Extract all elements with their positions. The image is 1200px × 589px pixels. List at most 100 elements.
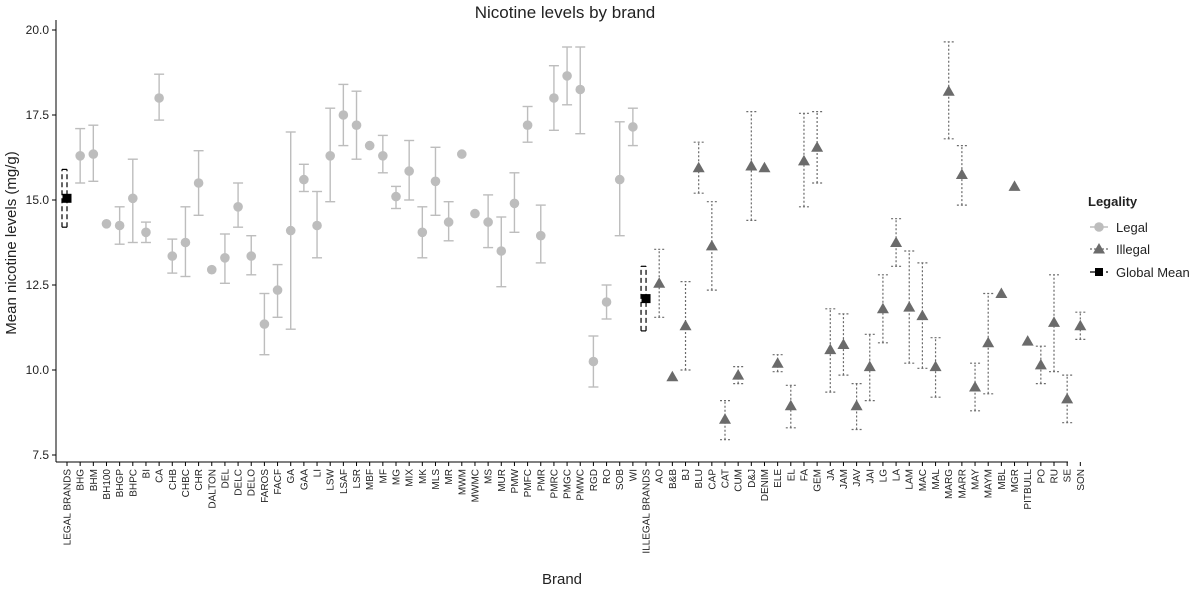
x-tick-label-ca: CA [155,469,166,483]
point-del [220,252,230,263]
error-bar-po [1035,345,1046,385]
legend: Legality Legal Illegal Global Mean [1088,194,1190,280]
error-bar-fa [798,112,809,208]
x-tick-label-mgr: MGR [1010,469,1021,492]
y-tick-label: 12.5 [26,278,50,292]
point-bhgp [114,220,125,231]
point-pmr [535,230,546,241]
x-tick-label-lsr: LSR [352,469,363,488]
point-may [969,381,982,392]
x-tick-label-mf: MF [378,469,389,483]
point-chb [167,251,178,261]
point-cap [705,239,718,251]
point-jam [837,338,850,349]
y-tick-label: 20.0 [26,23,50,37]
point-bhg [75,151,85,161]
point-lsr [351,120,362,130]
x-tick-label-se: SE [1063,469,1074,483]
x-tick-label-jav: JAV [852,469,863,487]
x-tick-label-rgd: RGD [589,469,600,491]
x-tick-label-po: PO [1036,469,1047,484]
point-jav [850,399,863,411]
x-tick-label-blu: BLU [694,469,705,488]
point-ca [154,93,164,103]
point-illegal-brands [641,294,651,304]
point-rgd [588,356,599,367]
point-bi [141,227,151,238]
x-tick-label-marr: MARR [957,469,968,498]
x-tick-label-lg: LG [878,469,889,483]
data-marks [61,41,1087,441]
x-tick-label-bhg: BHG [76,469,87,491]
x-tick-label-ga: GA [286,469,297,484]
x-tick-label-la: LA [892,469,903,482]
point-jai [863,360,876,372]
point-el [784,399,797,411]
x-tick-label-chb: CHB [168,469,179,490]
x-tick-label-delc: DELC [234,469,245,496]
point-lsw [325,151,336,161]
error-bar-se [1062,374,1073,424]
x-tick-label-lam: LAM [905,469,916,490]
point-mgr [1008,180,1021,191]
point-mr [443,217,454,227]
point-delc [233,202,243,212]
x-tick-label-dandj: D&J [747,469,758,488]
error-bar-jav [851,383,862,431]
x-tick-label-pmr: PMR [536,469,547,491]
point-son [1074,319,1087,331]
point-marg [942,85,955,96]
point-pmwc [575,84,586,95]
x-tick-label-mac: MAC [918,469,929,491]
legend-label-global-mean: Global Mean [1116,265,1190,280]
point-marr [955,168,968,179]
error-bar-dandj [746,110,757,221]
error-bar-la [891,218,902,267]
point-gem [811,141,824,152]
point-se [1061,392,1074,404]
point-pitbull [1021,335,1034,346]
legend-label-legal: Legal [1116,220,1148,235]
point-pmrc [549,93,559,103]
x-tick-label-bhm: BHM [89,469,100,491]
error-bar-cat [720,400,730,441]
x-tick-label-gem: GEM [813,469,824,492]
point-ao [653,277,666,288]
point-bj [679,319,692,331]
x-tick-label-denim: DENIM [760,469,771,501]
point-ms [483,217,493,227]
x-tick-label-cat: CAT [721,469,732,488]
point-cat [719,413,731,424]
point-gaa [299,174,309,185]
point-blu [692,161,705,173]
x-tick-label-facf: FACF [273,469,284,495]
x-tick-label-illegal-brands: ILLEGAL BRANDS [642,469,653,554]
x-tick-label-pmrc: PMRC [549,469,560,498]
legend-key-illegal: Illegal [1090,242,1150,257]
point-mbf [364,140,375,151]
x-tick-label-pmw: PMW [510,468,521,493]
point-ele [771,357,784,368]
x-tick-label-son: SON [1076,469,1087,491]
y-tick-label: 10.0 [26,363,50,377]
chart-title: Nicotine levels by brand [475,3,655,22]
point-faros [259,319,270,329]
x-tick-label-el: EL [786,469,797,482]
x-tick-label-mk: MK [418,469,429,484]
x-tick-label-ja: JA [826,469,837,481]
x-axis-title: Brand [542,571,582,588]
x-tick-label-ro: RO [602,469,613,484]
point-wi [628,122,638,132]
point-chr [193,178,204,188]
point-lsaf [338,110,349,120]
x-tick-label-may: MAY [971,469,982,490]
x-tick-label-dalton: DALTON [207,469,218,509]
point-ga [285,225,296,236]
y-tick-label: 7.5 [32,448,49,462]
point-maym [982,336,995,348]
point-ja [824,343,837,355]
point-mac [916,309,929,321]
point-la [890,236,903,247]
point-delo [246,251,257,261]
point-dalton [206,264,217,275]
